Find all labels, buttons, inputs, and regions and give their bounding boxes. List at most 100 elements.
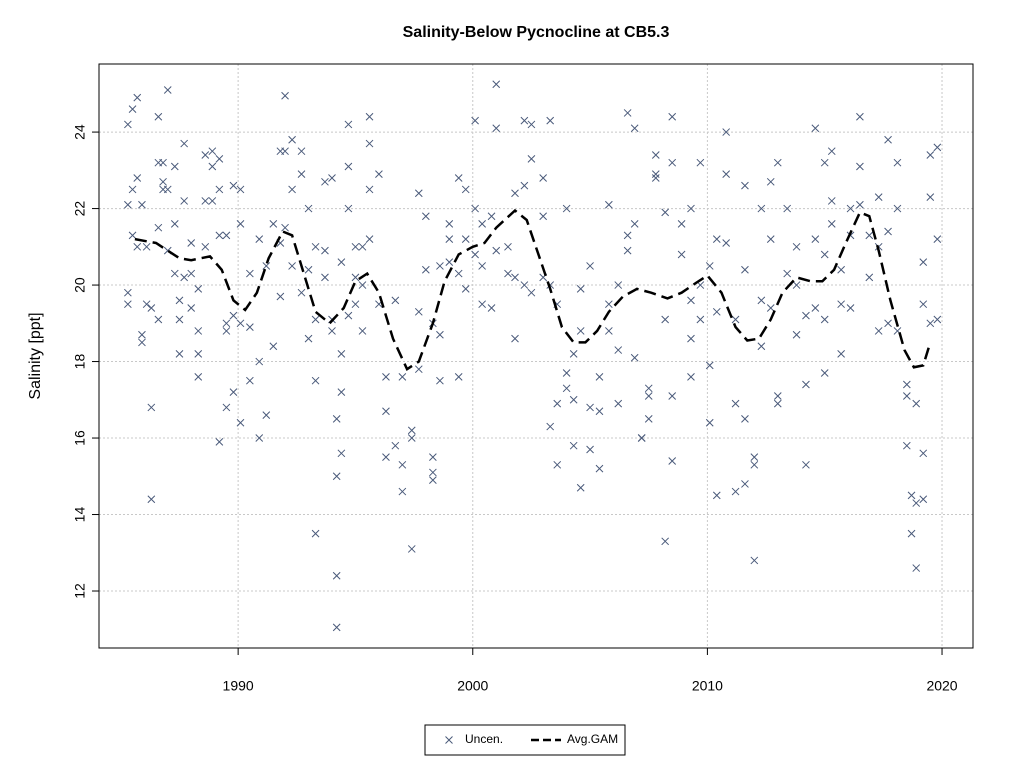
data-point [527,288,536,297]
data-point [421,265,430,274]
data-point [569,441,578,450]
data-point [766,235,775,244]
data-point [229,311,238,320]
data-point [288,185,296,194]
data-point [170,162,179,171]
data-point [194,372,203,381]
data-point [297,288,306,297]
data-point [687,334,695,343]
data-point [677,250,686,259]
data-point [142,300,151,309]
data-point [436,262,444,270]
data-point [436,330,444,339]
data-point [328,327,336,335]
y-axis-label: Salinity [ppt] [27,312,44,399]
data-point [246,323,254,331]
data-point [668,457,677,465]
data-point [766,177,775,186]
data-point [246,269,254,278]
data-point [154,112,163,121]
data-point [461,185,470,194]
data-point [773,158,782,167]
data-point [208,147,217,156]
x-tick-label: 2000 [457,678,488,694]
data-point [722,239,731,247]
data-point [332,623,341,632]
data-point [773,399,782,408]
data-point [365,112,374,121]
data-point [414,365,423,374]
data-point [750,453,759,462]
data-point [902,380,911,389]
plot-frame [98,63,974,649]
data-point [846,304,855,312]
data-point [407,434,416,442]
data-point [527,154,536,163]
data-point [175,296,184,305]
data-point [595,464,604,473]
data-point [539,212,548,221]
y-tick-label: 20 [72,277,88,293]
data-point [311,376,320,385]
data-point [414,189,423,198]
data-point [215,185,224,194]
data-point [344,311,353,320]
data-point [712,491,721,500]
data-point [138,338,146,347]
data-point [562,204,571,213]
data-point [750,460,759,469]
data-point [128,231,137,240]
data-point [802,311,810,320]
data-point [332,415,341,423]
data-point [133,242,142,251]
data-point [553,460,562,469]
data-point [614,346,623,354]
data-point [604,327,613,335]
data-point [520,281,529,289]
data-point [741,181,749,190]
data-point [661,537,670,546]
data-point [722,128,731,136]
data-point [163,86,172,94]
data-point [696,315,705,324]
data-point [586,445,594,454]
data-point [478,220,487,228]
data-point [731,315,740,324]
data-point [351,242,360,251]
data-point [147,495,156,504]
data-point [194,285,203,293]
data-point [651,170,660,178]
data-point [741,265,749,274]
data-point [297,147,306,156]
x-tick-label: 2020 [926,678,957,694]
data-point [595,372,604,381]
data-point [705,262,714,270]
data-point [907,529,916,538]
data-point [262,262,271,270]
y-tick-label: 16 [72,430,88,446]
data-point [414,307,423,316]
data-point [187,269,196,278]
data-point [661,315,670,324]
data-point [492,246,501,255]
data-point [421,212,430,221]
data-point [712,235,721,244]
data-point [180,273,189,282]
data-point [668,392,677,400]
data-point [926,319,935,328]
data-point [661,208,670,217]
data-point [874,327,883,335]
data-point [865,231,874,240]
data-point [562,369,571,377]
data-point [827,220,836,228]
data-point [562,384,571,393]
data-point [623,246,632,255]
data-point [712,307,721,316]
data-point [487,304,496,312]
data-point [644,384,653,393]
data-point [553,399,562,408]
data-point [783,204,792,213]
data-point [288,262,296,270]
data-point [281,147,289,156]
